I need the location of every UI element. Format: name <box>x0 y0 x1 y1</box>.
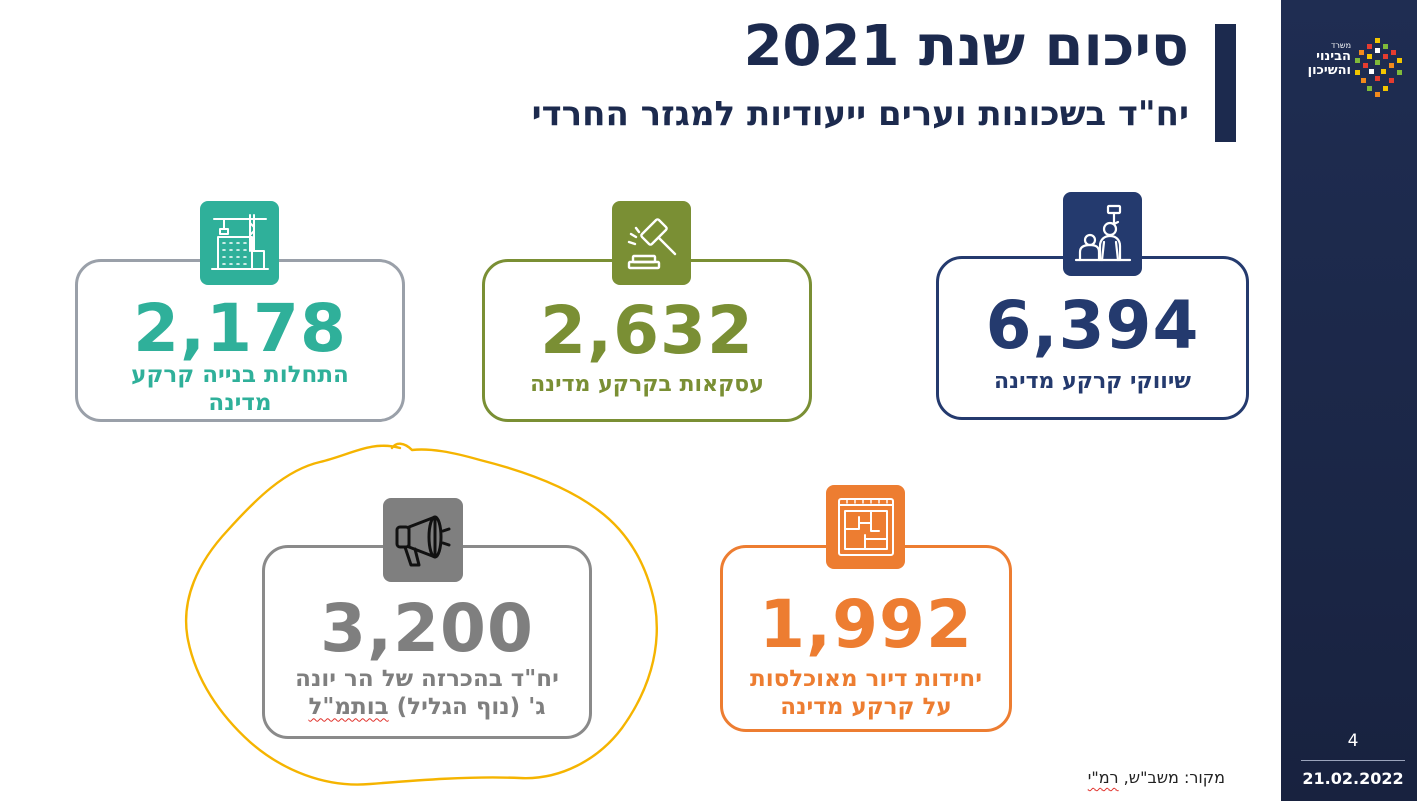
worker-icon <box>1063 192 1142 276</box>
stat-value: 2,632 <box>540 292 754 369</box>
stat-card-construction-starts: 2,178 התחלות בנייה קרקע מדינה <box>75 259 405 422</box>
stat-value: 2,178 <box>133 290 347 367</box>
stat-label: יחידות דיור מאוכלסות על קרקע מדינה <box>723 666 1009 721</box>
logo-text-line-2: והשיכון <box>1307 63 1351 79</box>
source-prefix: מקור: משב"ש, <box>1118 768 1225 787</box>
page-number: 4 <box>1347 731 1359 751</box>
stat-label-line-2-text: ג' (נוף הגליל) <box>388 693 546 720</box>
stat-label-line-2: על קרקע מדינה <box>780 693 952 720</box>
logo-text-line-1: הבינוי <box>1316 49 1351 65</box>
stat-label: התחלות בנייה קרקע מדינה <box>131 362 349 416</box>
blueprint-icon <box>826 485 905 569</box>
colorful-star-logo-icon <box>1355 38 1402 97</box>
date-divider <box>1301 760 1405 761</box>
title-accent-bar <box>1215 24 1236 142</box>
sidebar: משרד הבינוי והשיכון <box>1281 0 1417 801</box>
stat-label: שיווקי קרקע מדינה <box>994 369 1191 394</box>
stat-label-line-1: יחידות דיור מאוכלסות <box>750 666 982 692</box>
presentation-date: 21.02.2022 <box>1302 769 1404 788</box>
page-subtitle: יח"ד בשכונות וערים ייעודיות למגזר החרדי <box>531 94 1189 134</box>
stat-card-occupied-units: 1,992 יחידות דיור מאוכלסות על קרקע מדינה <box>720 545 1012 732</box>
stat-card-land-marketing: 6,394 שיווקי קרקע מדינה <box>936 256 1249 420</box>
stat-value: 1,992 <box>759 586 973 663</box>
stat-label: יח"ד בהכרזה של הר יונה ג' (נוף הגליל) בו… <box>265 666 589 721</box>
megaphone-icon <box>383 498 463 582</box>
gavel-icon <box>612 201 691 285</box>
source-underlined-word: רמ"י <box>1087 768 1119 787</box>
stat-card-land-deals: 2,632 עסקאות בקרקע מדינה <box>482 259 812 422</box>
logo-text-small: משרד <box>1331 41 1351 50</box>
stat-label: עסקאות בקרקע מדינה <box>530 372 764 397</box>
ministry-logo: משרד הבינוי והשיכון <box>1295 36 1405 106</box>
page-title: סיכום שנת 2021 <box>743 14 1189 79</box>
stat-value: 3,200 <box>320 590 534 667</box>
stat-value: 6,394 <box>985 287 1200 364</box>
source-note: מקור: משב"ש, רמ"י <box>1088 768 1225 787</box>
logo-text: משרד הבינוי והשיכון <box>1295 41 1351 79</box>
construction-crane-icon <box>200 201 279 285</box>
spellcheck-underlined-word: בותמ"ל <box>308 693 389 720</box>
stat-label-line-1: יח"ד בהכרזה של הר יונה <box>295 666 559 692</box>
stat-label-line-2: ג' (נוף הגליל) בותמ"ל <box>265 694 589 722</box>
